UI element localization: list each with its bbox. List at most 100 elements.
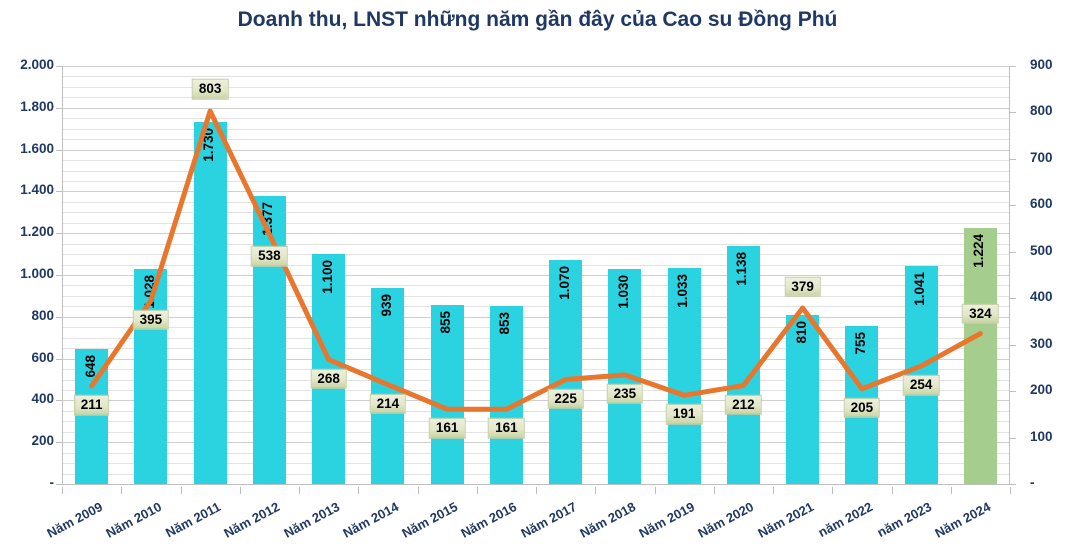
x-axis-tick — [773, 487, 774, 494]
gridline-major — [62, 191, 1010, 193]
right-axis-tick-label: 600 — [1030, 196, 1053, 212]
gridline-minor — [62, 463, 1010, 465]
gridline-major — [62, 66, 1010, 67]
right-axis-tick — [1010, 484, 1016, 485]
gridline-minor — [62, 201, 1010, 203]
right-axis-tick-label: 400 — [1030, 289, 1053, 305]
line-value-label: 212 — [725, 394, 762, 415]
bar-năm-2012[interactable] — [252, 196, 286, 484]
gridline-minor — [62, 170, 1010, 172]
gridline-minor — [62, 379, 1010, 381]
line-value-label: 161 — [428, 417, 466, 439]
gridline-minor — [62, 180, 1010, 182]
right-axis-tick-label: 900 — [1030, 57, 1053, 72]
gridline-major — [62, 316, 1010, 318]
bar-năm-2011[interactable] — [193, 122, 227, 484]
left-axis-tick — [56, 66, 62, 67]
line-value-label: 161 — [488, 417, 525, 439]
gridline-minor — [62, 421, 1010, 423]
left-axis-tick — [56, 400, 62, 402]
bar-năm-2019[interactable] — [667, 268, 701, 484]
x-axis-tick — [536, 487, 537, 494]
gridline-minor — [62, 389, 1010, 391]
line-value-label: 803 — [191, 78, 229, 100]
gridline-major — [62, 442, 1010, 444]
gridline-major — [62, 233, 1010, 235]
left-axis-tick — [56, 358, 62, 360]
left-axis-tick — [56, 484, 62, 485]
left-axis-tick — [56, 316, 62, 318]
line-value-label: 379 — [784, 276, 821, 298]
left-axis-tick-label: 2.000 — [20, 57, 54, 72]
gridline-minor — [62, 295, 1010, 297]
x-axis-tick — [417, 487, 419, 494]
gridline-minor — [62, 97, 1010, 99]
right-axis-tick-label: 800 — [1030, 103, 1053, 119]
gridline-minor — [62, 431, 1010, 433]
line-value-label: 254 — [902, 374, 940, 396]
left-axis-tick — [56, 149, 62, 151]
x-axis-tick — [713, 487, 715, 494]
bar-năm-2015[interactable] — [430, 305, 464, 484]
line-value-label: 205 — [843, 397, 881, 419]
bar-năm-2017[interactable] — [549, 260, 583, 484]
right-axis-tick-label: 300 — [1030, 335, 1053, 351]
gridline-minor — [62, 410, 1010, 412]
left-axis-tick-label: 600 — [31, 349, 54, 365]
line-value-label: 538 — [251, 245, 288, 267]
right-axis-tick-label: - — [1030, 475, 1035, 490]
line-value-label: 214 — [369, 393, 407, 414]
left-axis-tick — [56, 233, 62, 235]
line-value-label: 324 — [962, 303, 999, 324]
gridline-minor — [62, 264, 1010, 266]
left-axis-tick — [56, 191, 62, 193]
gridline-minor — [62, 254, 1010, 256]
x-axis-tick — [62, 487, 63, 494]
gridline-minor — [62, 212, 1010, 214]
left-axis-tick — [56, 275, 62, 276]
gridline-major — [62, 400, 1010, 402]
bar-năm-2010[interactable] — [134, 269, 168, 484]
line-value-label: 395 — [132, 309, 170, 330]
x-axis-tick — [121, 487, 123, 494]
gridline-major — [62, 149, 1010, 151]
x-axis-tick — [891, 487, 893, 494]
gridline-minor — [62, 139, 1010, 141]
x-axis-tick — [595, 487, 597, 494]
gridline-major — [62, 107, 1010, 109]
gridline-minor — [62, 118, 1010, 120]
right-axis-tick — [1010, 298, 1016, 300]
bar-năm-2016[interactable] — [489, 305, 523, 484]
right-axis-tick-label: 500 — [1030, 242, 1053, 258]
bar-năm-2020[interactable] — [726, 246, 760, 484]
right-axis-tick-label: 200 — [1030, 382, 1053, 398]
x-axis-tick — [1010, 487, 1011, 494]
gridline-minor — [62, 327, 1010, 329]
left-axis-line — [62, 66, 63, 485]
right-axis-tick — [1010, 158, 1016, 160]
line-value-label: 268 — [310, 368, 347, 389]
x-axis-tick — [299, 487, 300, 494]
left-axis-tick-label: - — [49, 475, 55, 490]
gridline-minor — [62, 243, 1010, 245]
left-axis-tick — [56, 442, 62, 444]
left-axis-tick-label: 800 — [31, 307, 54, 323]
left-axis-tick-label: 200 — [31, 433, 54, 449]
left-axis-tick — [56, 107, 62, 109]
gridline-minor — [62, 452, 1010, 454]
gridline-minor — [62, 473, 1010, 475]
right-axis-line — [1009, 66, 1010, 485]
gridline-minor — [62, 222, 1010, 224]
left-axis-tick-label: 1.400 — [20, 182, 54, 198]
bar-năm-2021[interactable] — [786, 314, 820, 484]
right-axis-tick — [1010, 391, 1016, 393]
gridline-minor — [62, 76, 1010, 78]
right-axis-tick-label: 100 — [1030, 428, 1053, 444]
lnst-line-path — [89, 108, 983, 412]
x-category-axis: Năm 2009 Năm 2010 Năm 2011 Năm 2012 Năm 2013… — [44, 487, 1011, 541]
right-axis-tick — [1010, 251, 1016, 253]
x-axis-tick — [358, 487, 360, 494]
right-axis-tick — [1010, 437, 1016, 439]
left-axis-tick-label: 1.200 — [20, 224, 54, 240]
bar-năm-2024[interactable] — [963, 228, 997, 484]
